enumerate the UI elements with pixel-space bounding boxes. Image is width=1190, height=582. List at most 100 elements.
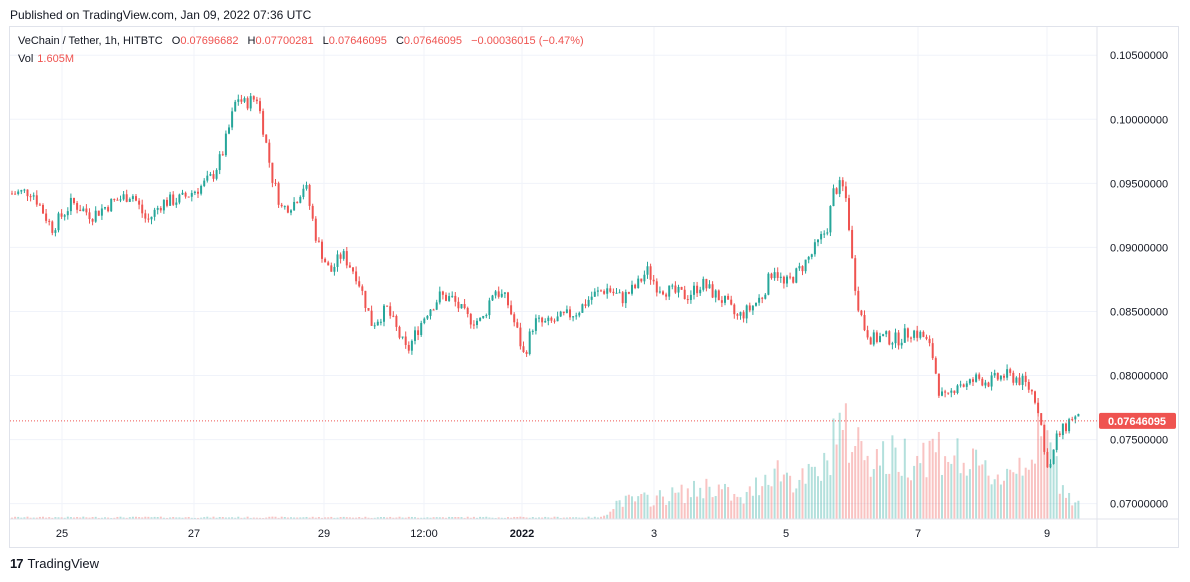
candle-body xyxy=(175,202,178,205)
volume-bar xyxy=(575,517,578,519)
volume-bar xyxy=(51,517,54,519)
volume-bar xyxy=(990,484,993,519)
candle-body xyxy=(255,99,258,102)
volume-bar xyxy=(265,517,268,519)
tradingview-logo[interactable]: 17 TradingView xyxy=(10,556,99,571)
volume-bar xyxy=(193,517,196,519)
volume-bar xyxy=(23,517,26,519)
volume-bar xyxy=(689,497,692,519)
candle-body xyxy=(888,331,891,345)
candle-body xyxy=(569,309,571,318)
candle-body xyxy=(640,278,643,282)
candle-body xyxy=(491,295,494,301)
volume-bar xyxy=(844,403,847,519)
volume-bar xyxy=(221,517,224,519)
candle-body xyxy=(228,127,230,134)
candle-body xyxy=(20,190,23,192)
candle-body xyxy=(500,293,503,297)
candle-body xyxy=(910,337,912,339)
volume-bar xyxy=(135,516,137,519)
candle-body xyxy=(190,193,193,197)
candle-body xyxy=(900,342,903,346)
candle-body xyxy=(683,289,686,300)
candle-body xyxy=(429,309,432,316)
candle-body xyxy=(128,198,131,202)
candle-body xyxy=(553,320,556,322)
candle-body xyxy=(581,304,584,313)
candle-body xyxy=(1015,377,1018,383)
candle-body xyxy=(417,330,420,335)
candle-body xyxy=(187,196,190,198)
candle-body xyxy=(798,266,801,269)
volume-bar xyxy=(863,460,866,519)
time-tick-label: 25 xyxy=(56,528,68,540)
candle-body xyxy=(786,276,788,284)
volume-bar xyxy=(937,431,940,519)
volume-bar xyxy=(702,498,705,519)
candle-body xyxy=(97,210,100,216)
candle-body xyxy=(460,304,463,309)
candle-body xyxy=(869,337,872,345)
volume-bar xyxy=(435,517,438,519)
volume-bar xyxy=(730,500,733,519)
candle-body xyxy=(699,289,702,294)
volume-bar xyxy=(1071,505,1074,519)
volume-bar xyxy=(894,447,897,519)
candle-body xyxy=(401,336,404,338)
candle-body xyxy=(35,195,38,205)
volume-bar xyxy=(355,517,358,519)
chart-frame xyxy=(9,26,1179,548)
volume-bar xyxy=(631,496,633,519)
volume-bar xyxy=(745,491,748,519)
volume-bar xyxy=(1037,416,1040,519)
candle-body xyxy=(259,101,261,112)
candle-body xyxy=(479,317,482,321)
open-label: O xyxy=(171,35,181,47)
volume-bar xyxy=(627,494,630,519)
candle-body xyxy=(823,233,826,235)
candle-body xyxy=(516,322,519,328)
symbol-label[interactable]: VeChain / Tether, 1h, HITBTC xyxy=(18,35,163,47)
volume-bar xyxy=(54,517,57,519)
candle-body xyxy=(314,218,317,241)
candle-body xyxy=(1077,413,1080,417)
volume-bar xyxy=(578,517,581,519)
candle-body xyxy=(345,251,348,266)
candle-body xyxy=(348,265,351,268)
volume-bar xyxy=(218,517,221,519)
volume-bar xyxy=(85,517,88,519)
volume-bar xyxy=(860,441,863,519)
candle-body xyxy=(472,324,475,326)
candle-body xyxy=(410,340,413,351)
candle-body xyxy=(848,198,850,230)
candle-body xyxy=(897,332,900,346)
candle-body xyxy=(240,99,243,102)
volume-bar xyxy=(950,463,953,519)
candle-body xyxy=(705,278,708,289)
candle-body xyxy=(203,180,206,186)
candle-body xyxy=(596,290,599,292)
volume-bar xyxy=(705,478,708,519)
volume-bar xyxy=(460,517,463,519)
volume-bar xyxy=(562,517,565,519)
volume-bar xyxy=(916,455,919,519)
volume-bar xyxy=(668,501,671,519)
candle-body xyxy=(144,213,147,219)
volume-bar xyxy=(739,497,742,519)
volume-bar xyxy=(156,516,159,519)
candle-body xyxy=(445,294,447,301)
volume-bar xyxy=(457,517,460,519)
volume-label[interactable]: Vol xyxy=(18,53,34,65)
candle-body xyxy=(138,200,141,205)
candle-body xyxy=(739,312,742,316)
candle-body xyxy=(265,134,268,143)
volume-bar xyxy=(513,516,516,519)
price-tick-label: 0.09000000 xyxy=(1110,242,1168,254)
volume-bar xyxy=(190,517,193,519)
volume-bar xyxy=(302,517,305,519)
candle-body xyxy=(730,299,733,305)
volume-bar xyxy=(94,516,97,519)
volume-bar xyxy=(503,517,506,519)
candle-body xyxy=(782,276,785,284)
